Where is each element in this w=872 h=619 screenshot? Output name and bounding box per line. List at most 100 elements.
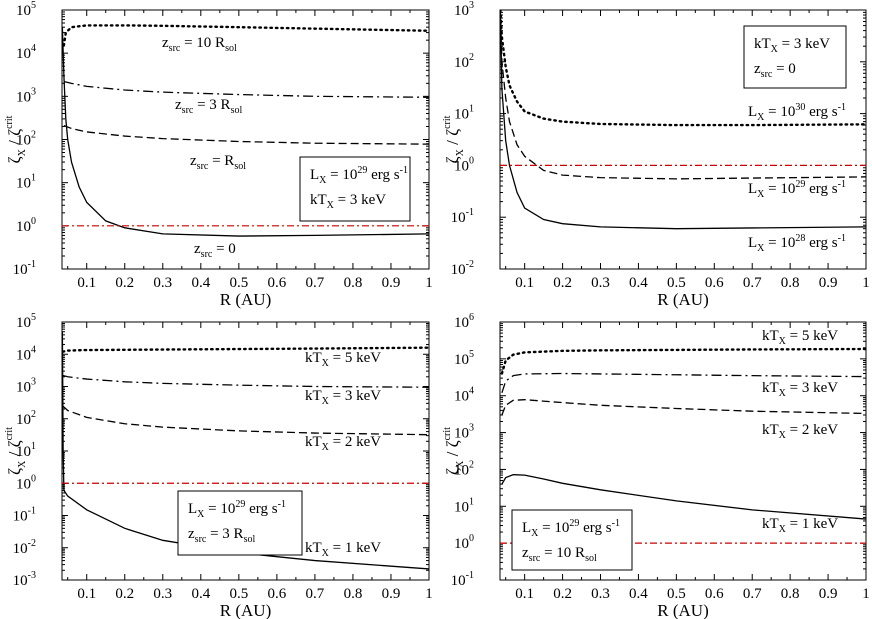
info-box-line: zsrc = 0 [754, 61, 796, 80]
x-tick-label: 0.8 [781, 586, 800, 602]
y-tick-label: 100 [16, 216, 36, 235]
series-line-dotted [500, 10, 866, 127]
x-tick-label: 1 [425, 586, 433, 602]
x-tick-label: 0.9 [382, 586, 401, 602]
info-box-line: LX = 1029 erg s-1 [310, 165, 408, 186]
x-tick-label: 0.2 [115, 275, 134, 291]
x-tick-label: 0.1 [515, 275, 534, 291]
info-box [743, 25, 847, 89]
x-axis-title: R (AU) [657, 290, 708, 309]
y-tick-label: 105 [16, 312, 36, 331]
chart-panel-bottom-left: 0.1 0.2 0.3 0.4 0.5 0.6 0.7 0.8 0.9 1 10-3 10-2 10-1… [4, 312, 433, 619]
x-tick-label: 0.4 [629, 586, 648, 602]
x-tick-label: 0.7 [743, 586, 762, 602]
x-tick-label: 0.6 [705, 586, 724, 602]
x-tick-label: 1 [425, 275, 433, 291]
series-line-dashed [501, 399, 866, 416]
x-tick-label: 0.6 [268, 275, 287, 291]
series-label: zsrc = Rsol [190, 153, 246, 172]
chart-panel-bottom-right: 0.1 0.2 0.3 0.4 0.5 0.6 0.7 0.8 0.9 1 10-1 100 101 10… [442, 312, 870, 619]
x-tick-label: 0.4 [191, 275, 210, 291]
x-tick-label: 0.3 [153, 275, 172, 291]
x-tick-label: 0.6 [268, 586, 287, 602]
y-tick-label: 105 [16, 0, 36, 19]
y-tick-label: 10-2 [13, 538, 36, 557]
x-tick-label: 0.3 [153, 586, 172, 602]
x-axis-title: R (AU) [220, 601, 271, 619]
x-tick-label: 0.8 [344, 586, 363, 602]
series-line-dashed [62, 405, 429, 436]
info-box [299, 156, 411, 222]
series-label: kTX = 5 keV [305, 350, 381, 369]
y-axis-title: ζX / ζcrit [4, 115, 28, 163]
y-tick-label: 101 [454, 104, 474, 123]
series-line-dashdot [63, 80, 429, 98]
x-tick-label: 0.5 [667, 586, 686, 602]
y-tick-label: 103 [16, 86, 36, 105]
y-tick-label: 104 [454, 386, 474, 405]
plot-frame [61, 9, 430, 270]
info-box-line: kTX = 3 keV [754, 36, 830, 55]
x-tick-label: 0.3 [591, 275, 610, 291]
x-tick-label: 0.2 [553, 586, 572, 602]
x-tick-label: 0.1 [515, 586, 534, 602]
x-tick-label: 0.2 [553, 275, 572, 291]
y-axis-title: ζX / ζcrit [442, 115, 466, 163]
series-label: zsrc = 10 Rsol [162, 35, 237, 54]
x-tick-label: 0.3 [591, 586, 610, 602]
y-tick-label: 106 [454, 312, 474, 331]
y-tick-label: 103 [16, 377, 36, 396]
y-tick-label: 102 [16, 409, 36, 428]
y-tick-label: 10-1 [451, 207, 474, 226]
series-label: kTX = 5 keV [762, 328, 838, 347]
y-tick-label: 101 [454, 496, 474, 515]
x-tick-label: 0.1 [77, 586, 96, 602]
y-tick-label: 103 [454, 0, 474, 19]
info-box-line: kTX = 3 keV [310, 192, 386, 211]
y-tick-label: 102 [16, 130, 36, 149]
info-box-line: LX = 1029 erg s-1 [188, 499, 286, 520]
series-label: kTX = 1 keV [305, 540, 381, 559]
series-label: kTX = 3 keV [305, 388, 381, 407]
series-label: LX = 1029 erg s-1 [748, 179, 846, 200]
x-tick-label: 0.9 [819, 586, 838, 602]
series-line-dotted [62, 24, 429, 47]
series-label: zsrc = 3 Rsol [175, 97, 242, 116]
x-tick-label: 1 [862, 275, 870, 291]
info-box-line: zsrc = 3 Rsol [188, 526, 255, 545]
y-tick-label: 10-1 [13, 259, 36, 278]
series-line-solid [62, 27, 429, 237]
x-axis-title: R (AU) [220, 290, 271, 309]
series-line-dashed [63, 124, 429, 145]
series-label: LX = 1030 erg s-1 [748, 102, 846, 123]
x-tick-label: 0.9 [382, 275, 401, 291]
series-line-solid [501, 474, 866, 520]
y-tick-label: 102 [454, 52, 474, 71]
info-box-line: zsrc = 10 Rsol [522, 545, 597, 564]
plot-frame [499, 321, 867, 581]
series-label: kTX = 2 keV [762, 422, 838, 441]
x-tick-label: 0.8 [344, 275, 363, 291]
series-line-dashdot [62, 374, 429, 388]
y-tick-label: 100 [454, 533, 474, 552]
x-tick-label: 0.7 [306, 275, 325, 291]
y-tick-label: 104 [16, 344, 36, 363]
y-tick-label: 10-3 [13, 570, 36, 589]
y-axis-title: ζX / ζcrit [4, 427, 28, 475]
y-tick-label: 10-1 [13, 506, 36, 525]
y-tick-label: 10-2 [451, 259, 474, 278]
y-axis-title: ζX / ζcrit [442, 427, 466, 475]
x-axis-title: R (AU) [657, 601, 708, 619]
series-label: kTX = 3 keV [762, 380, 838, 399]
series-line-dashdot [501, 372, 866, 393]
x-tick-label: 0.5 [667, 275, 686, 291]
x-tick-label: 0.4 [191, 586, 210, 602]
plot-frame [499, 9, 867, 270]
x-tick-label: 0.8 [781, 275, 800, 291]
series-label: zsrc = 0 [194, 241, 236, 260]
series-line-dotted [500, 347, 866, 375]
series-line-dotted [62, 346, 429, 353]
y-tick-label: 101 [16, 173, 36, 192]
x-tick-label: 0.1 [77, 275, 96, 291]
